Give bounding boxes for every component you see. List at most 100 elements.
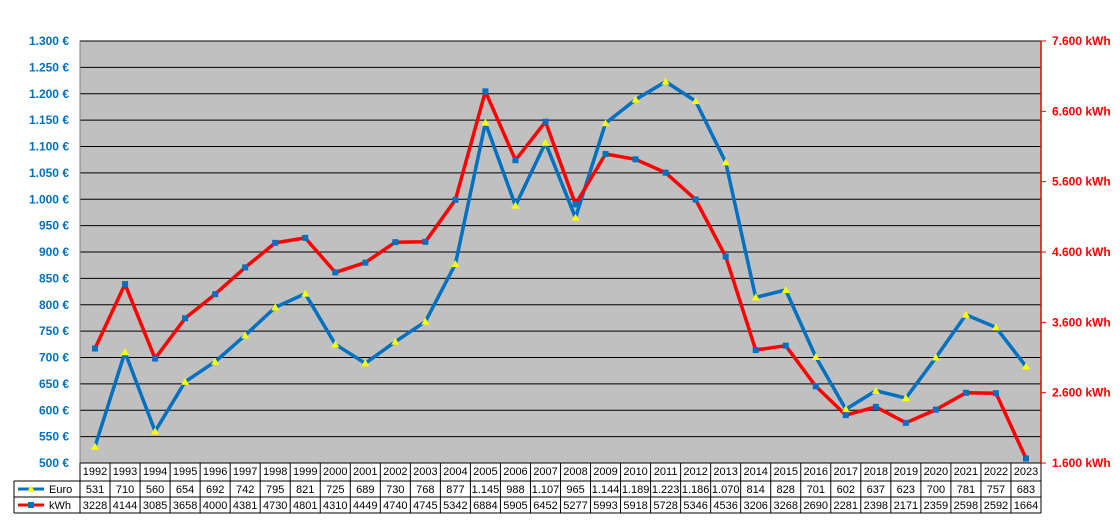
- data-label-euro: 531: [86, 484, 104, 496]
- data-label-euro: 560: [146, 484, 164, 496]
- series-line-euro: [93, 79, 1028, 448]
- data-label-kwh: 2598: [954, 500, 978, 512]
- data-label-euro: 828: [777, 484, 795, 496]
- data-label-euro: 814: [747, 484, 765, 496]
- marker-euro: [961, 310, 970, 318]
- data-label-kwh: 6884: [473, 500, 497, 512]
- data-label-euro: 965: [566, 484, 584, 496]
- marker-euro: [91, 442, 100, 450]
- marker-euro: [511, 201, 520, 209]
- marker-euro: [631, 95, 640, 103]
- y-right-tick-label: 3.600 kWh: [1052, 315, 1111, 329]
- data-label-kwh: 4740: [383, 500, 407, 512]
- marker-euro: [991, 323, 1000, 331]
- marker-kwh: [572, 201, 579, 208]
- x-tick-label: 1993: [113, 466, 137, 478]
- y-left-tick-label: 900 €: [39, 245, 69, 259]
- y-right-tick-label: 6.600 kWh: [1052, 104, 1111, 118]
- data-label-euro: 654: [176, 484, 194, 496]
- marker-kwh: [362, 259, 369, 266]
- data-label-kwh: 2592: [984, 500, 1008, 512]
- marker-kwh: [602, 151, 609, 158]
- marker-euro: [121, 348, 130, 356]
- data-label-euro: 602: [837, 484, 855, 496]
- marker-kwh: [1022, 455, 1029, 462]
- x-tick-label: 2007: [533, 466, 557, 478]
- x-tick-label: 2020: [924, 466, 948, 478]
- marker-kwh: [542, 118, 549, 125]
- marker-euro: [1021, 362, 1030, 370]
- marker-kwh: [182, 315, 189, 322]
- data-label-kwh: 3085: [143, 500, 167, 512]
- marker-kwh: [512, 157, 519, 164]
- data-label-kwh: 5346: [683, 500, 707, 512]
- data-label-kwh: 4730: [263, 500, 287, 512]
- data-label-kwh: 2281: [834, 500, 858, 512]
- data-label-euro: 768: [416, 484, 434, 496]
- y-left-tick-label: 700 €: [39, 351, 69, 365]
- y-left-tick-label: 500 €: [39, 456, 69, 470]
- marker-euro: [451, 260, 460, 268]
- marker-kwh: [782, 342, 789, 349]
- x-tick-label: 1997: [233, 466, 257, 478]
- data-label-euro: 1.107: [532, 484, 560, 496]
- data-label-kwh: 5277: [563, 500, 587, 512]
- marker-kwh: [242, 264, 249, 271]
- marker-euro: [541, 138, 550, 146]
- x-tick-label: 2008: [563, 466, 587, 478]
- marker-euro: [571, 213, 580, 221]
- data-label-euro: 623: [897, 484, 915, 496]
- x-tick-label: 2021: [954, 466, 978, 478]
- marker-euro: [421, 317, 430, 325]
- marker-euro: [931, 353, 940, 361]
- x-tick-label: 2019: [894, 466, 918, 478]
- data-label-euro: 1.070: [712, 484, 740, 496]
- data-label-kwh: 3658: [173, 500, 197, 512]
- data-label-kwh: 6452: [533, 500, 557, 512]
- y-left-tick-label: 1.150 €: [29, 113, 69, 127]
- marker-kwh: [152, 355, 159, 362]
- data-label-kwh: 3206: [743, 500, 767, 512]
- marker-kwh: [872, 403, 879, 410]
- marker-euro: [721, 158, 730, 166]
- x-tick-label: 1995: [173, 466, 197, 478]
- data-label-kwh: 4144: [113, 500, 137, 512]
- marker-euro: [601, 119, 610, 127]
- marker-kwh: [722, 253, 729, 260]
- data-label-kwh: 4745: [413, 500, 437, 512]
- marker-kwh: [392, 239, 399, 246]
- marker-kwh: [752, 347, 759, 354]
- marker-kwh: [962, 389, 969, 396]
- marker-kwh: [992, 390, 999, 397]
- y-right-tick-label: 4.600 kWh: [1052, 245, 1111, 259]
- data-label-euro: 730: [386, 484, 404, 496]
- data-label-euro: 692: [206, 484, 224, 496]
- marker-euro: [901, 394, 910, 402]
- marker-euro: [841, 405, 850, 413]
- data-label-kwh: 5993: [593, 500, 617, 512]
- marker-kwh: [902, 419, 909, 426]
- y-left-tick-label: 950 €: [39, 219, 69, 233]
- marker-kwh: [422, 238, 429, 245]
- marker-euro: [661, 77, 670, 85]
- marker-euro: [181, 377, 190, 385]
- x-tick-label: 2023: [1014, 466, 1038, 478]
- marker-euro: [331, 340, 340, 348]
- data-label-euro: 877: [446, 484, 464, 496]
- data-label-euro: 795: [266, 484, 284, 496]
- x-tick-label: 2011: [654, 466, 678, 478]
- y-left-tick-label: 1.250 €: [29, 60, 69, 74]
- x-tick-label: 1999: [293, 466, 317, 478]
- marker-euro: [361, 359, 370, 367]
- data-label-kwh: 2690: [804, 500, 828, 512]
- data-label-euro: 742: [236, 484, 254, 496]
- legend-marker-kwh: [28, 502, 34, 508]
- data-label-kwh: 5728: [653, 500, 677, 512]
- marker-kwh: [122, 281, 129, 288]
- marker-kwh: [302, 234, 309, 241]
- x-tick-label: 2018: [864, 466, 888, 478]
- y-left-tick-label: 1.100 €: [29, 140, 69, 154]
- marker-kwh: [212, 291, 219, 298]
- data-label-kwh: 4310: [323, 500, 347, 512]
